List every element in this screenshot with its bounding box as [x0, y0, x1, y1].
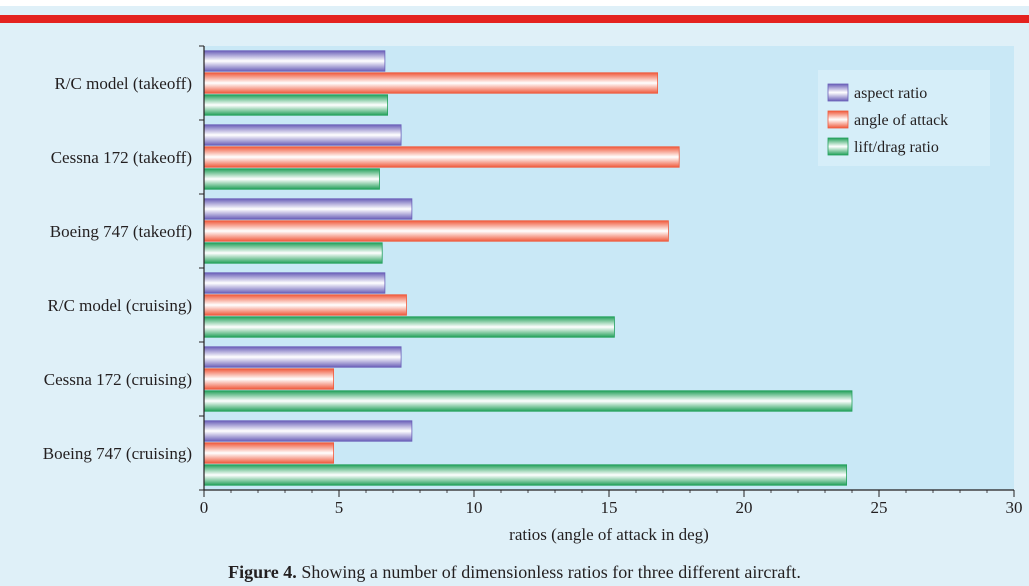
bar-angle-of-attack-5: [203, 442, 335, 464]
legend-label: angle of attack: [854, 112, 948, 129]
bar-angle-of-attack-1: [203, 146, 680, 168]
bar-aspect-ratio-3: [203, 272, 386, 294]
bar-angle-of-attack-0: [203, 72, 659, 94]
caption-label: Figure 4.: [228, 562, 297, 582]
bar-aspect-ratio-5: [203, 420, 413, 442]
x-tick-label: 5: [335, 498, 344, 517]
bar-aspect-ratio-4: [203, 346, 402, 368]
bar-lift-drag-ratio-2: [203, 242, 383, 264]
bar-angle-of-attack-3: [203, 294, 407, 316]
legend: aspect ratio angle of attack lift/drag rat…: [818, 70, 990, 166]
bar-angle-of-attack-2: [203, 220, 669, 242]
legend-swatch: [827, 137, 849, 156]
y-tick-label: Cessna 172 (cruising): [44, 370, 192, 389]
bars-group: [203, 50, 853, 486]
x-tick-label: 25: [871, 498, 888, 517]
bar-lift-drag-ratio-3: [203, 316, 615, 338]
bar-chart: R/C model (takeoff) Cessna 172 (takeoff) B…: [43, 45, 1023, 544]
x-tick-label: 10: [466, 498, 483, 517]
red-accent-rule: [0, 15, 1029, 23]
x-axis-label: ratios (angle of attack in deg): [509, 525, 709, 544]
bar-angle-of-attack-4: [203, 368, 335, 390]
legend-swatch: [827, 83, 849, 102]
caption-text: Showing a number of dimensionless ratios…: [296, 562, 801, 582]
axes-group: R/C model (takeoff) Cessna 172 (takeoff) B…: [43, 45, 1023, 517]
legend-label: lift/drag ratio: [854, 139, 939, 156]
bar-lift-drag-ratio-0: [203, 94, 389, 116]
bar-lift-drag-ratio-1: [203, 168, 380, 190]
x-tick-label: 0: [200, 498, 209, 517]
bar-lift-drag-ratio-5: [203, 464, 847, 486]
y-tick-label: Cessna 172 (takeoff): [51, 148, 192, 167]
legend-label: aspect ratio: [854, 85, 927, 102]
y-tick-label: Boeing 747 (cruising): [43, 444, 192, 463]
bar-aspect-ratio-1: [203, 124, 402, 146]
top-white-band: [0, 0, 1029, 6]
y-tick-label: R/C model (cruising): [48, 296, 192, 315]
bar-lift-drag-ratio-4: [203, 390, 853, 412]
y-tick-label: Boeing 747 (takeoff): [50, 222, 192, 241]
x-tick-label: 20: [736, 498, 753, 517]
figure-caption: Figure 4. Showing a number of dimensionl…: [0, 562, 1029, 583]
x-tick-label: 30: [1006, 498, 1023, 517]
x-tick-label: 15: [601, 498, 618, 517]
y-tick-label: R/C model (takeoff): [54, 74, 192, 93]
bar-aspect-ratio-2: [203, 198, 413, 220]
bar-aspect-ratio-0: [203, 50, 386, 72]
legend-swatch: [827, 110, 849, 129]
